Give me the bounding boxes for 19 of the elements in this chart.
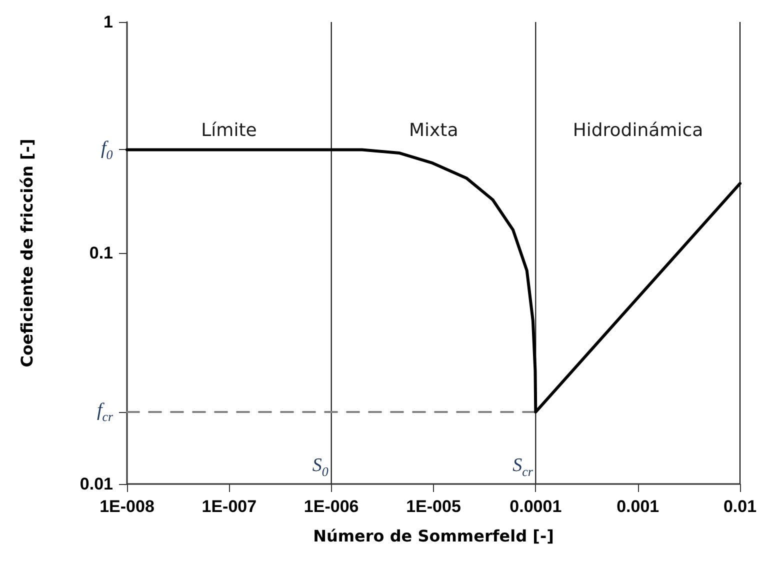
annotation: Hidrodinámica bbox=[572, 120, 704, 141]
y-tick-label: 0.01 bbox=[80, 474, 113, 494]
y-axis-title: Coeficiente de fricción [-] bbox=[18, 138, 36, 368]
y-tick-label: 1 bbox=[104, 12, 113, 32]
y-tick-label: 0.1 bbox=[89, 244, 113, 262]
x-tick-label: 1E-008 bbox=[100, 497, 154, 516]
annotation: Límite bbox=[201, 120, 257, 141]
x-tick-label: 1E-006 bbox=[304, 497, 359, 516]
x-tick-label: 0.001 bbox=[616, 497, 660, 516]
x-tick-label: 1E-007 bbox=[202, 497, 257, 516]
y-tick-label: f$_{cr}$ bbox=[97, 400, 114, 424]
x-tick-label: 0.0001 bbox=[510, 497, 562, 516]
x-axis-title: Número de Sommerfeld [-] bbox=[313, 526, 554, 546]
ref-line-label: S$_{cr}$ bbox=[512, 455, 533, 479]
x-tick-label: 0.01 bbox=[723, 497, 757, 516]
ref-line-label: S$_{0}$ bbox=[312, 455, 328, 479]
x-tick-label: 1E-005 bbox=[406, 497, 461, 516]
y-tick-label: f$_{0}$ bbox=[101, 138, 113, 162]
annotation: Mixta bbox=[409, 120, 458, 141]
